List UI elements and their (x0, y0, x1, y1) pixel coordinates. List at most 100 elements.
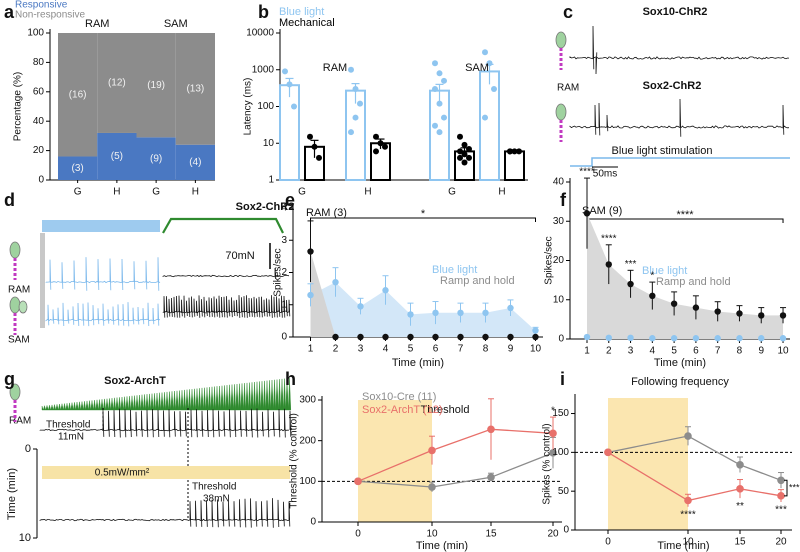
x-tick-label: 9 (508, 344, 514, 355)
x-tick-label: H (113, 187, 120, 198)
bar-segment (175, 144, 215, 180)
data-point (516, 148, 522, 155)
data-point (282, 68, 288, 75)
bar (504, 150, 525, 181)
data-point (307, 248, 314, 255)
x-tick-label: 20 (775, 537, 787, 548)
data-point (286, 81, 293, 88)
data-point (357, 333, 364, 341)
x-tick-label: G (74, 187, 82, 198)
trace (39, 498, 291, 528)
panel-title: RAM (3) (306, 207, 347, 219)
panel-letter: c (563, 2, 573, 22)
data-point (352, 85, 359, 92)
data-point (507, 148, 513, 155)
x-tick-label: 6 (433, 344, 439, 355)
y-tick-label: 0 (563, 525, 569, 536)
significance-label: *** (775, 505, 787, 516)
data-point (382, 287, 389, 294)
cell-icon (9, 241, 21, 259)
x-tick-label: 10 (530, 344, 542, 355)
data-point (432, 333, 439, 341)
data-point (627, 334, 634, 342)
data-point (382, 333, 389, 341)
y-tick-label: 80 (33, 57, 45, 68)
data-point (777, 476, 785, 485)
data-point (432, 309, 439, 317)
group-label: RAM (323, 62, 347, 74)
data-point (736, 310, 743, 317)
cell-icon (555, 103, 567, 121)
trace-label: Sox2-ChR2 (236, 201, 295, 213)
data-point (549, 429, 557, 438)
y-tick-label: 20 (553, 255, 565, 266)
data-point (457, 309, 464, 317)
data-point (441, 114, 447, 121)
x-tick-label: 6 (693, 346, 699, 357)
data-point (684, 496, 692, 505)
count-label: (5) (111, 151, 123, 162)
panel-letter: i (560, 369, 565, 389)
data-point (532, 333, 539, 341)
legend-label: Ramp and hold (656, 276, 731, 288)
count-label: (4) (189, 157, 201, 168)
comparison-bracket (784, 479, 788, 497)
data-point (436, 70, 443, 77)
y-axis-label: Threshold (% control) (289, 413, 300, 509)
significance-label: **** (601, 233, 617, 244)
y-axis-label: Latency (ms) (243, 78, 254, 136)
stimulus-onset (40, 233, 45, 328)
data-point (461, 159, 468, 166)
line (607, 435, 782, 481)
significance-label: *** (625, 259, 637, 270)
trace-label: 38mN (203, 494, 230, 505)
data-point (670, 335, 678, 342)
x-tick-label: 15 (734, 537, 746, 548)
y-tick-label: 10 (19, 532, 31, 544)
x-tick-label: G (448, 187, 456, 198)
data-point (482, 333, 489, 341)
panel-letter: h (285, 369, 296, 389)
trace-label: Sox2-ArchT (104, 375, 166, 387)
bar-segment (97, 33, 137, 133)
bar-segment (58, 33, 98, 157)
x-tick-label: H (364, 187, 371, 198)
data-point (482, 309, 489, 317)
data-point (357, 100, 363, 107)
count-label: (13) (186, 84, 204, 95)
y-tick-label: 3 (281, 235, 287, 246)
light-period (358, 400, 432, 522)
data-point (457, 154, 463, 161)
x-axis-label: Time (min) (654, 357, 706, 369)
significance-label: * (650, 271, 654, 282)
data-point (373, 133, 379, 140)
panel-letter: b (258, 2, 269, 22)
cell-icon (18, 300, 28, 314)
y-tick-label: 100 (27, 28, 44, 39)
data-point (332, 278, 339, 286)
data-point (604, 448, 612, 457)
data-point (377, 140, 384, 147)
trace-label: 50ms (593, 169, 617, 180)
x-tick-label: 10 (682, 537, 694, 548)
panel-letter: e (285, 190, 295, 210)
line (357, 452, 554, 488)
count-label: (19) (147, 80, 165, 91)
trace-label: 11mN (58, 432, 84, 443)
bar-segment (136, 33, 176, 138)
panel-title: Threshold (421, 404, 470, 416)
data-point (507, 333, 514, 341)
data-point (507, 304, 514, 312)
data-point (428, 483, 436, 491)
y-tick-label: 10 (263, 138, 275, 149)
legend-label: Sox2-ArchT (12) (362, 404, 443, 416)
data-point (332, 333, 339, 341)
data-point (692, 335, 700, 342)
y-tick-label: 100 (299, 476, 316, 487)
trace (569, 98, 790, 137)
data-point (291, 103, 297, 110)
data-point (684, 432, 692, 440)
data-point (779, 335, 787, 342)
data-point (457, 148, 463, 155)
